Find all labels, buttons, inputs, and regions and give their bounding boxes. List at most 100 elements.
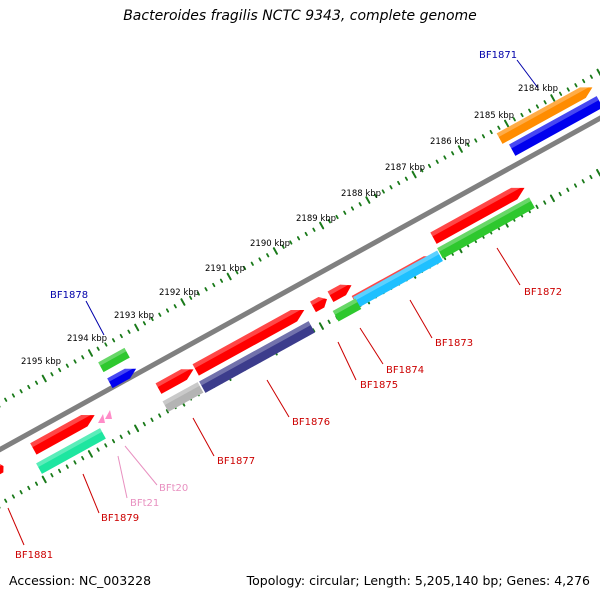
scale-tick: [112, 338, 116, 343]
outer-tick-track: [0, 68, 600, 408]
scale-tick: [119, 333, 123, 339]
scale-tick: [58, 367, 62, 373]
gene-label-bf1879[interactable]: BF1879: [101, 513, 139, 524]
scale-tick: [327, 219, 331, 224]
scale-label: 2185 kbp: [474, 111, 514, 121]
gene-bf1871-orange: [496, 85, 593, 144]
scale-tick: [327, 319, 331, 324]
gene-bf1879-teal: [36, 428, 106, 474]
scale-tick: [104, 342, 108, 347]
scale-tick: [520, 112, 524, 118]
scale-tick: [158, 413, 162, 418]
scale-label: 2195 kbp: [21, 357, 61, 367]
gene-label-bf1873[interactable]: BF1873: [435, 338, 473, 349]
leader-bf1881: [7, 507, 25, 546]
gene-bf1874-green: [332, 298, 362, 322]
scale-tick: [443, 155, 447, 160]
scale-tick: [543, 200, 547, 205]
scale-tick: [558, 91, 563, 96]
scale-tick: [427, 163, 432, 169]
scale-tick: [558, 191, 562, 197]
scale-tick: [87, 349, 94, 357]
gene-bf1872: [430, 186, 525, 244]
scale-tick: [65, 363, 69, 368]
gene-bf1881: [0, 462, 4, 475]
scale-tick: [543, 100, 547, 105]
gene-bft20: [98, 414, 105, 423]
gene-label-bf1874[interactable]: BF1874: [386, 365, 424, 376]
scale-tick: [566, 187, 570, 192]
gene-label-bft21[interactable]: BFt21: [130, 498, 159, 509]
gene-bf1879-shape: [30, 415, 95, 455]
gene-label-bft20[interactable]: BFt20: [159, 483, 188, 494]
scale-tick: [81, 355, 85, 360]
scale-tick: [343, 210, 347, 215]
scale-tick: [589, 174, 593, 180]
scale-label: 2191 kbp: [205, 264, 245, 274]
scale-tick: [389, 185, 393, 190]
scale-tick: [4, 498, 8, 503]
scale-tick: [457, 145, 463, 153]
scale-tick: [374, 193, 378, 198]
gene-bf1871-orange-shape: [496, 87, 593, 144]
scale-tick: [358, 202, 362, 207]
leader-bf1874: [359, 327, 384, 365]
gene-bf1871-blue-shine: [509, 96, 599, 149]
leader-bf1876: [266, 379, 290, 418]
scale-tick: [19, 490, 23, 495]
scale-tick: [512, 117, 516, 122]
scale-tick: [41, 475, 47, 484]
scale-tick: [81, 456, 85, 461]
scale-tick: [111, 438, 116, 444]
gene-features: [0, 85, 600, 475]
scale-tick: [11, 494, 15, 499]
scale-tick: [574, 83, 578, 88]
scale-tick: [535, 104, 539, 109]
scale-tick: [27, 485, 31, 491]
scale-tick: [312, 328, 316, 333]
gene-bf1877-gray-shape: [162, 382, 204, 412]
gene-bf1877-gray-shine: [162, 382, 200, 406]
scale-tick: [289, 240, 293, 245]
scale-tick: [4, 397, 8, 402]
scale-tick: [189, 295, 193, 300]
gene-label-bf1875[interactable]: BF1875: [360, 380, 398, 391]
gene-bf1872-shine: [430, 186, 524, 237]
gene-label-bf1881[interactable]: BF1881: [15, 550, 53, 561]
leader-bf1871: [516, 59, 539, 89]
scale-tick: [243, 265, 247, 271]
scale-tick: [96, 346, 100, 351]
gene-bf1874-green-shape: [332, 298, 362, 322]
scale-tick: [142, 321, 146, 326]
scale-tick: [451, 151, 455, 156]
scale-tick: [350, 206, 355, 211]
gene-label-bf1872[interactable]: BF1872: [524, 287, 562, 298]
scale-tick: [11, 393, 15, 398]
gene-bf1877-shine: [155, 367, 193, 388]
scale-tick: [381, 189, 385, 194]
gene-bf1876-purple-shine: [199, 321, 311, 386]
scale-tick: [589, 74, 593, 79]
scale-tick: [474, 138, 478, 143]
scale-tick: [549, 194, 555, 203]
scale-tick: [504, 119, 510, 128]
gene-label-bf1876[interactable]: BF1876: [292, 417, 330, 428]
scale-tick: [466, 142, 470, 147]
scale-tick: [250, 261, 254, 266]
leader-bf1878: [85, 300, 105, 336]
scale-tick: [573, 183, 578, 188]
scale-tick: [212, 282, 216, 288]
gene-bf1878-blue-shine: [107, 367, 136, 382]
gene-label-bf1871[interactable]: BF1871: [479, 50, 517, 61]
scale-tick: [497, 125, 501, 130]
gene-bf1879-shine: [30, 413, 94, 448]
gene-bf1877-gray: [162, 382, 204, 412]
gene-label-bf1878[interactable]: BF1878: [50, 290, 88, 301]
scale-tick: [127, 329, 131, 334]
gene-bft21: [105, 410, 112, 419]
scale-tick: [435, 159, 439, 164]
gene-label-bf1877[interactable]: BF1877: [217, 456, 255, 467]
scale-tick: [204, 287, 208, 292]
scale-tick: [134, 323, 140, 332]
gene-bf1874-green-shine: [332, 298, 358, 315]
